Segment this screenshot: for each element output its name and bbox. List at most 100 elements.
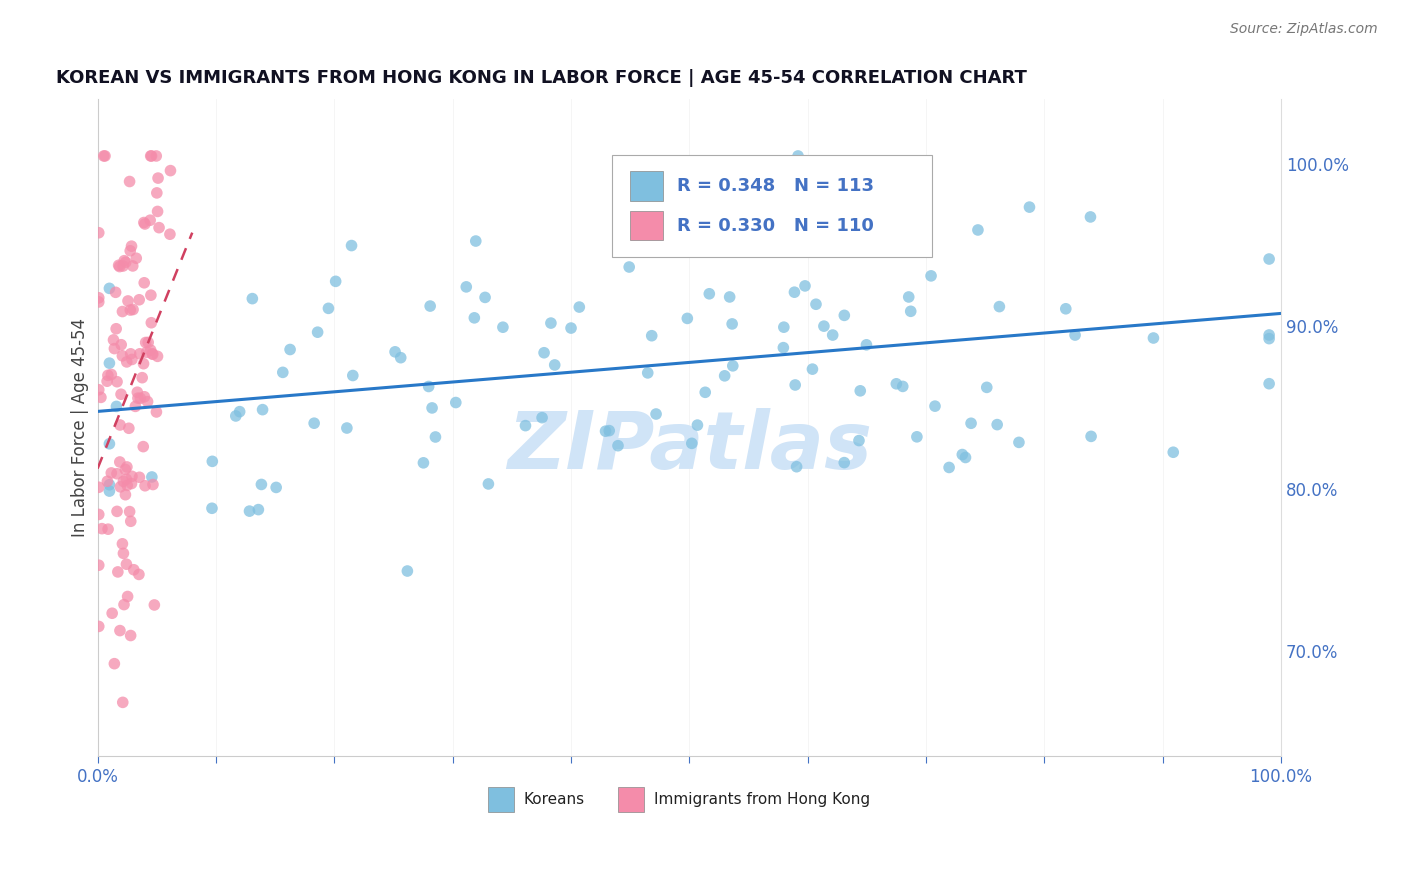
Point xyxy=(134,217,156,231)
Point xyxy=(783,285,806,300)
Point xyxy=(105,467,128,481)
Point xyxy=(848,434,870,448)
Point xyxy=(419,299,441,313)
Point xyxy=(950,448,973,462)
Point xyxy=(87,294,110,309)
Point xyxy=(905,430,928,444)
Point xyxy=(112,475,135,489)
Point xyxy=(772,320,794,334)
Text: Koreans: Koreans xyxy=(523,792,585,807)
Point xyxy=(1054,301,1077,316)
Point xyxy=(117,590,139,604)
Point xyxy=(108,455,131,469)
Point xyxy=(641,328,664,343)
Point xyxy=(697,286,720,301)
Point xyxy=(103,342,125,356)
Text: R = 0.348   N = 113: R = 0.348 N = 113 xyxy=(678,178,875,195)
Point xyxy=(94,149,117,163)
Point xyxy=(607,439,630,453)
Point xyxy=(384,344,406,359)
Point xyxy=(110,337,132,351)
Text: Immigrants from Hong Kong: Immigrants from Hong Kong xyxy=(654,792,870,807)
Point xyxy=(389,351,412,365)
Point xyxy=(96,374,118,388)
Point xyxy=(444,395,467,409)
Point xyxy=(103,333,125,347)
Point xyxy=(132,440,155,454)
Point xyxy=(785,378,807,392)
Point xyxy=(342,368,364,383)
Point xyxy=(103,657,125,671)
Point xyxy=(146,171,169,186)
Point xyxy=(139,288,162,302)
Point xyxy=(100,466,122,480)
Point xyxy=(136,394,159,409)
Point xyxy=(849,384,872,398)
Point xyxy=(120,628,142,642)
Point xyxy=(132,357,155,371)
Point xyxy=(139,213,162,227)
Point xyxy=(118,505,141,519)
Point xyxy=(129,392,152,406)
Point xyxy=(98,484,121,499)
Point xyxy=(302,416,325,430)
Point xyxy=(87,558,110,573)
Point xyxy=(121,476,143,491)
Point xyxy=(1064,328,1087,343)
Point xyxy=(121,469,143,483)
Point xyxy=(568,300,591,314)
Point xyxy=(920,268,942,283)
Point xyxy=(787,149,810,163)
Point xyxy=(142,347,165,361)
Point xyxy=(681,436,703,450)
Point xyxy=(105,322,128,336)
Point xyxy=(595,424,617,438)
Point xyxy=(938,460,960,475)
Point xyxy=(101,606,124,620)
Point xyxy=(834,309,856,323)
Point xyxy=(98,437,121,451)
Point xyxy=(1142,331,1164,345)
Point xyxy=(695,385,717,400)
Point xyxy=(100,368,122,382)
Point xyxy=(960,417,983,431)
Point xyxy=(87,383,110,397)
Point xyxy=(967,223,990,237)
Point xyxy=(1018,200,1040,214)
Point xyxy=(98,477,121,491)
Point xyxy=(128,293,150,307)
Point xyxy=(111,695,134,709)
Point xyxy=(139,343,162,357)
Point xyxy=(104,285,127,300)
Point xyxy=(464,234,486,248)
Point xyxy=(271,365,294,379)
Point xyxy=(108,624,131,638)
Point xyxy=(127,385,149,400)
Point xyxy=(713,368,735,383)
Point xyxy=(278,343,301,357)
Point xyxy=(105,504,128,518)
Point xyxy=(141,347,163,361)
Point xyxy=(898,219,921,233)
Point xyxy=(855,338,877,352)
Point xyxy=(228,404,250,418)
Point xyxy=(107,565,129,579)
Point xyxy=(121,239,143,253)
Point xyxy=(988,300,1011,314)
Point xyxy=(1258,332,1281,346)
Point xyxy=(141,316,163,330)
Point xyxy=(1080,429,1102,443)
Point xyxy=(146,349,169,363)
Point xyxy=(225,409,247,423)
Y-axis label: In Labor Force | Age 45-54: In Labor Force | Age 45-54 xyxy=(72,318,89,537)
Point xyxy=(201,454,224,468)
Point xyxy=(97,522,120,536)
Point xyxy=(134,276,156,290)
Point xyxy=(127,391,149,405)
Point xyxy=(115,558,138,572)
Point xyxy=(598,424,620,438)
Point xyxy=(111,304,134,318)
Point xyxy=(832,456,855,470)
Bar xyxy=(488,787,515,812)
Point xyxy=(515,418,537,433)
